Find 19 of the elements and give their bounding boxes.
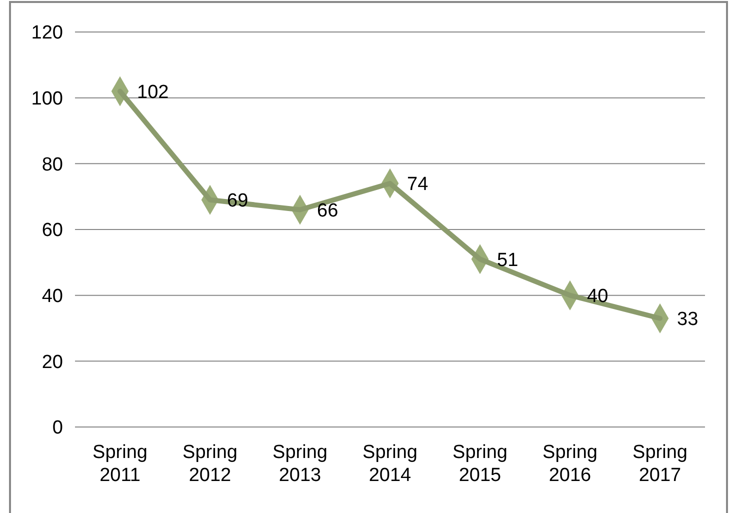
data-label: 51 [497, 250, 518, 271]
data-label: 74 [407, 174, 429, 196]
x-tick-label: Spring 2013 [272, 442, 328, 486]
data-label: 33 [677, 309, 698, 330]
y-tick-label: 120 [31, 22, 63, 44]
y-tick-label: 40 [42, 286, 63, 307]
x-tick-label: Spring 2017 [632, 442, 688, 486]
data-label: 66 [317, 200, 338, 222]
x-tick-label: Spring 2015 [452, 442, 508, 486]
x-tick-label: Spring 2014 [362, 442, 418, 486]
data-label: 102 [137, 82, 169, 103]
y-tick-label: 80 [42, 154, 63, 176]
y-tick-label: 20 [42, 352, 63, 373]
x-tick-label: Spring 2011 [92, 442, 148, 486]
y-tick-label: 0 [52, 418, 63, 439]
y-tick-label: 100 [31, 88, 63, 110]
y-tick-label: 60 [42, 220, 63, 242]
x-tick-label: Spring 2016 [542, 442, 598, 486]
x-tick-label: Spring 2012 [182, 442, 238, 486]
